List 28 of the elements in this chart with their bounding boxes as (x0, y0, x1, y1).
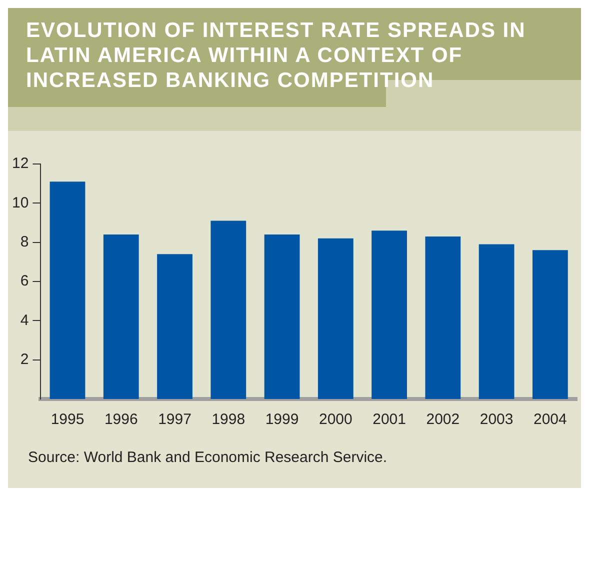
bar (50, 182, 86, 399)
x-tick-label: 2002 (426, 411, 460, 428)
bar (264, 234, 300, 399)
bar (103, 234, 139, 399)
y-tick-label: 10 (12, 194, 29, 212)
x-tick-label: 1998 (212, 411, 246, 428)
bar (157, 254, 192, 399)
chart-title: EVOLUTION OF INTEREST RATE SPREADS IN LATIN AMERICA WITHIN A CONTEXT OF INCREASED BANKING COMPETITION (26, 18, 527, 93)
bar (372, 230, 407, 399)
y-tick-label: 12 (12, 155, 29, 172)
x-tick-label: 2004 (533, 411, 567, 428)
x-tick-label: 2000 (318, 411, 352, 428)
x-tick-label: 2001 (372, 411, 406, 428)
bar (210, 220, 246, 399)
y-tick-label: 6 (20, 272, 29, 290)
bar (318, 238, 354, 399)
x-tick-label: 1996 (104, 411, 138, 428)
y-tick-label: 8 (20, 233, 29, 250)
x-tick-label: 1999 (265, 411, 299, 428)
x-tick-label: 2003 (480, 411, 514, 428)
bar (532, 250, 568, 399)
source-note: Source: World Bank and Economic Research Service. (27, 448, 388, 468)
bar (478, 244, 514, 399)
y-tick-label: 4 (20, 312, 29, 329)
bar (425, 236, 461, 399)
y-tick-label: 2 (20, 350, 29, 368)
x-tick-label: 1995 (50, 411, 84, 428)
x-tick-label: 1997 (158, 411, 192, 428)
